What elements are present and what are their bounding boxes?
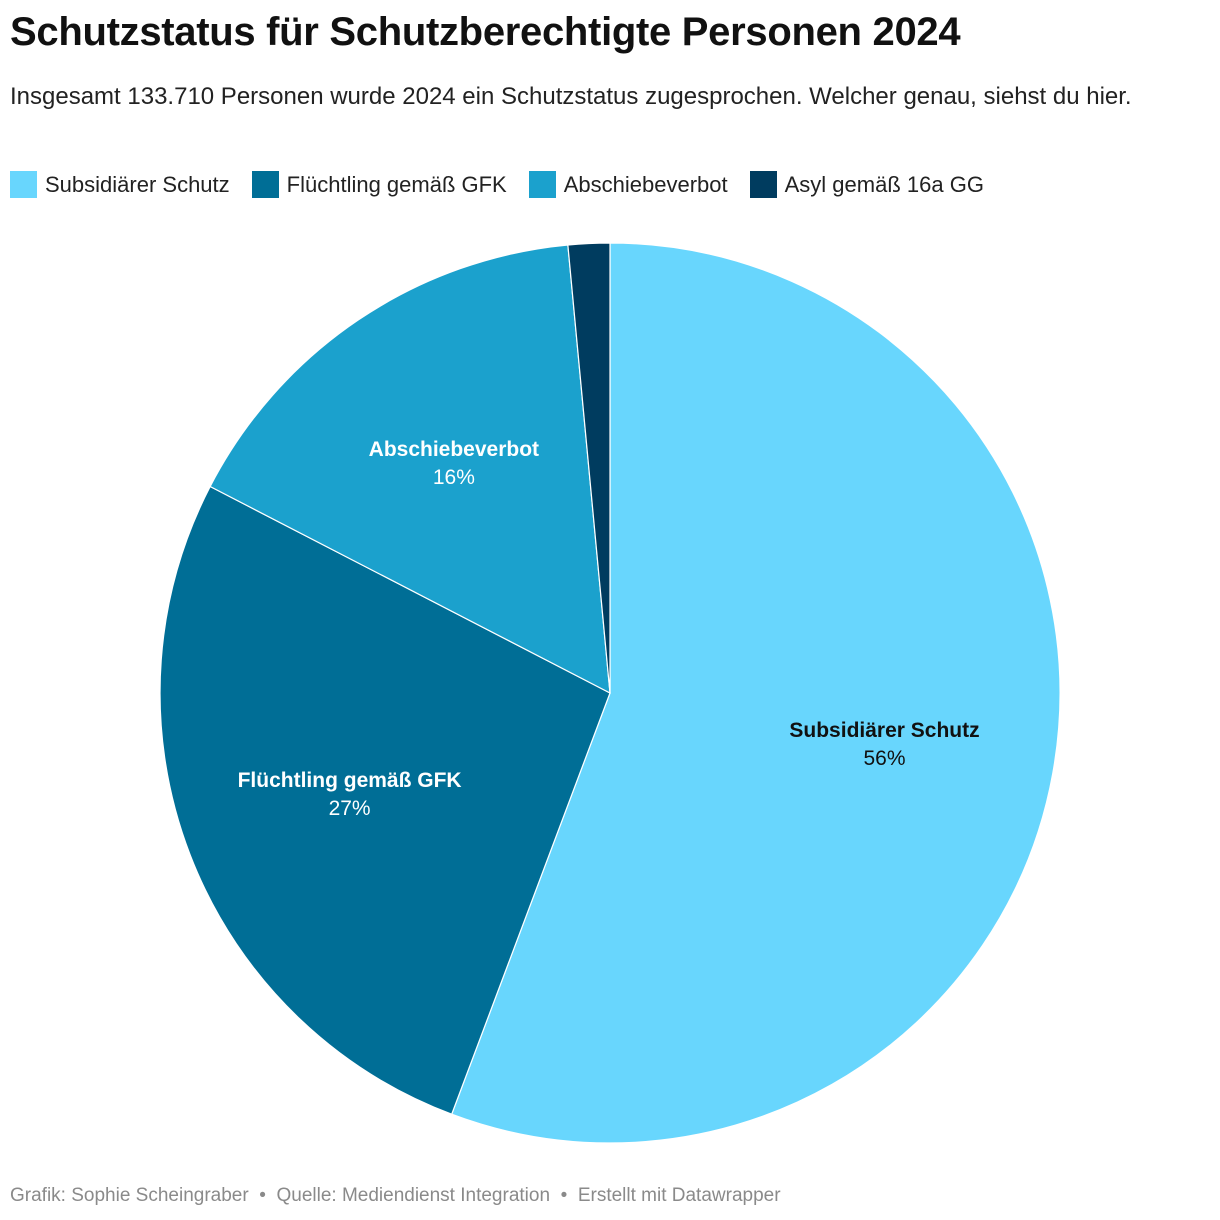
footer: Grafik: Sophie Scheingraber • Quelle: Me… [10, 1185, 781, 1207]
pie-chart: Subsidiärer Schutz 56% Flüchtling gemäß GF… [159, 242, 1061, 1144]
legend-label-abschiebeverbot: Abschiebeverbot [563, 171, 728, 197]
legend-swatch-fluechtling-gfk [251, 171, 279, 198]
slice-label-value-subsidiaerer-schutz: 56% [863, 747, 905, 770]
legend-swatch-abschiebeverbot [528, 171, 556, 198]
legend-item-subsidiaerer-schutz: Subsidiärer Schutz [10, 171, 230, 198]
footer-tool: Erstellt mit Datawrapper [577, 1185, 781, 1206]
footer-separator-2: • [555, 1185, 573, 1206]
slice-label-subsidiaerer-schutz: Subsidiärer Schutz 56% [789, 719, 979, 770]
chart-title: Schutzstatus für Schutzberechtigte Perso… [10, 10, 961, 54]
slice-label-value-abschiebeverbot: 16% [433, 466, 475, 489]
legend-label-asyl-16a: Asyl gemäß 16a GG [784, 171, 984, 197]
pie-slice-subsidiaerer-schutz [450, 242, 1061, 1144]
slice-label-abschiebeverbot: Abschiebeverbot 16% [369, 438, 539, 489]
legend-item-asyl-16a: Asyl gemäß 16a GG [749, 171, 984, 198]
footer-separator-1: • [253, 1185, 272, 1206]
legend: Subsidiärer Schutz Flüchtling gemäß GFK … [10, 171, 984, 198]
pie-slice-fluechtling-gemaess-gfk [159, 485, 611, 1116]
footer-credit: Grafik: Sophie Scheingraber [10, 1185, 249, 1206]
legend-label-subsidiaerer-schutz: Subsidiärer Schutz [45, 171, 230, 197]
slice-label-name-fluechtling-gemaess-gfk: Flüchtling gemäß GFK [238, 769, 462, 792]
chart-subtitle: Insgesamt 133.710 Personen wurde 2024 ei… [10, 83, 1132, 110]
slice-label-name-abschiebeverbot: Abschiebeverbot [369, 438, 539, 461]
pie-slice-abschiebeverbot [209, 244, 611, 695]
slice-label-value-fluechtling-gemaess-gfk: 27% [329, 797, 371, 820]
slice-label-fluechtling-gemaess-gfk: Flüchtling gemäß GFK 27% [238, 769, 462, 820]
legend-swatch-asyl-16a [749, 171, 777, 198]
pie-slice-asyl-gemaess-16a-gg [567, 242, 611, 694]
legend-item-fluechtling-gfk: Flüchtling gemäß GFK [251, 171, 507, 198]
legend-swatch-subsidiaerer-schutz [10, 171, 37, 198]
footer-source: Quelle: Mediendienst Integration [276, 1185, 551, 1206]
legend-item-abschiebeverbot: Abschiebeverbot [528, 171, 728, 198]
legend-label-fluechtling-gfk: Flüchtling gemäß GFK [286, 171, 507, 197]
slice-label-name-subsidiaerer-schutz: Subsidiärer Schutz [789, 719, 979, 742]
